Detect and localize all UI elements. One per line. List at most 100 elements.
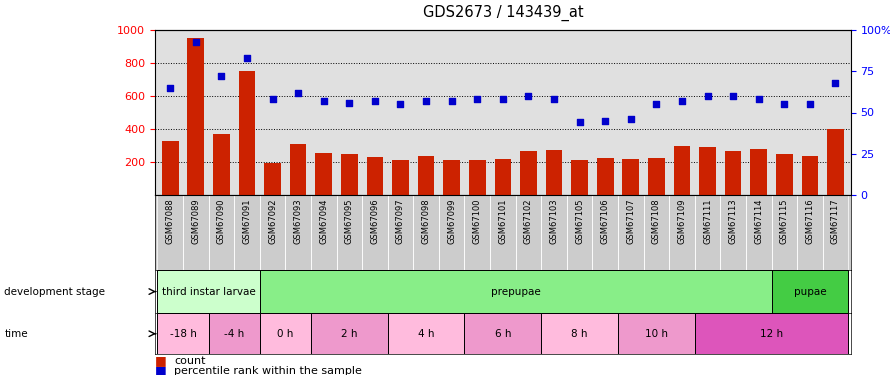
Bar [260,313,311,354]
Text: GSM67115: GSM67115 [780,199,789,244]
Text: GSM67094: GSM67094 [320,199,328,244]
Text: GSM67099: GSM67099 [447,199,457,244]
Bar [571,159,588,195]
Point [546,96,561,102]
Point [291,90,305,96]
Point [189,39,203,45]
Point [368,98,382,104]
Bar [495,159,511,195]
Text: GSM67109: GSM67109 [677,199,686,244]
Text: GSM67098: GSM67098 [422,199,431,244]
Bar [158,270,260,313]
Text: GSM67100: GSM67100 [473,199,481,244]
Bar [546,150,562,195]
Bar [827,129,844,195]
Bar [392,159,409,195]
Point [777,101,791,107]
Bar [700,147,716,195]
Point [522,93,536,99]
Bar [695,313,848,354]
Point [342,100,356,106]
Bar [772,270,848,313]
Point [700,93,715,99]
Bar [213,134,230,195]
Point [393,101,408,107]
Text: 10 h: 10 h [645,329,668,339]
Bar [750,149,767,195]
Bar [622,159,639,195]
Text: GSM67095: GSM67095 [344,199,354,244]
Bar [162,141,179,195]
Bar [388,313,465,354]
Text: GSM67105: GSM67105 [575,199,584,244]
Bar [443,159,460,195]
Point [419,98,433,104]
Point [239,55,255,61]
Text: GSM67097: GSM67097 [396,199,405,244]
Text: GSM67116: GSM67116 [805,199,814,244]
Text: GSM67101: GSM67101 [498,199,507,244]
Text: GSM67092: GSM67092 [268,199,277,244]
Text: 4 h: 4 h [417,329,434,339]
Text: third instar larvae: third instar larvae [162,286,255,297]
Text: -18 h: -18 h [170,329,197,339]
Text: GSM67096: GSM67096 [370,199,379,244]
Bar [648,158,665,195]
Bar [290,144,306,195]
Bar [597,158,613,195]
Text: GSM67114: GSM67114 [754,199,764,244]
Point [317,98,331,104]
Text: ■: ■ [155,364,166,375]
Point [649,101,663,107]
Text: count: count [174,356,206,366]
Text: percentile rank within the sample: percentile rank within the sample [174,366,362,375]
Text: GSM67093: GSM67093 [294,199,303,244]
Text: pupae: pupae [794,286,826,297]
Point [470,96,484,102]
Text: GSM67089: GSM67089 [191,199,200,244]
Point [214,73,229,79]
Bar [367,157,384,195]
Bar [158,313,208,354]
Bar [802,156,818,195]
Point [444,98,459,104]
Bar [520,151,537,195]
Bar [469,160,486,195]
Text: ■: ■ [155,354,166,367]
Point [624,116,638,122]
Bar [724,151,741,195]
Point [496,96,510,102]
Text: GSM67090: GSM67090 [217,199,226,244]
Text: GDS2673 / 143439_at: GDS2673 / 143439_at [423,5,583,21]
Bar [465,313,541,354]
Point [803,101,817,107]
Bar [341,154,358,195]
Point [572,119,587,125]
Bar [541,313,618,354]
Text: 8 h: 8 h [571,329,588,339]
Text: 6 h: 6 h [495,329,511,339]
Point [829,80,843,86]
Point [751,96,765,102]
Text: GSM67111: GSM67111 [703,199,712,244]
Text: 2 h: 2 h [341,329,358,339]
Text: GSM67102: GSM67102 [524,199,533,244]
Bar [208,313,260,354]
Bar [776,154,793,195]
Text: GSM67106: GSM67106 [601,199,610,244]
Text: GSM67091: GSM67091 [242,199,252,244]
Text: prepupae: prepupae [490,286,540,297]
Point [598,118,612,124]
Point [163,85,177,91]
Bar [417,156,434,195]
Bar [239,71,255,195]
Text: time: time [4,329,28,339]
Text: GSM67103: GSM67103 [549,199,559,244]
Bar [188,38,204,195]
Bar [315,153,332,195]
Point [265,96,279,102]
Text: GSM67113: GSM67113 [729,199,738,244]
Text: GSM67108: GSM67108 [651,199,661,244]
Bar [264,163,281,195]
Text: GSM67088: GSM67088 [166,199,174,244]
